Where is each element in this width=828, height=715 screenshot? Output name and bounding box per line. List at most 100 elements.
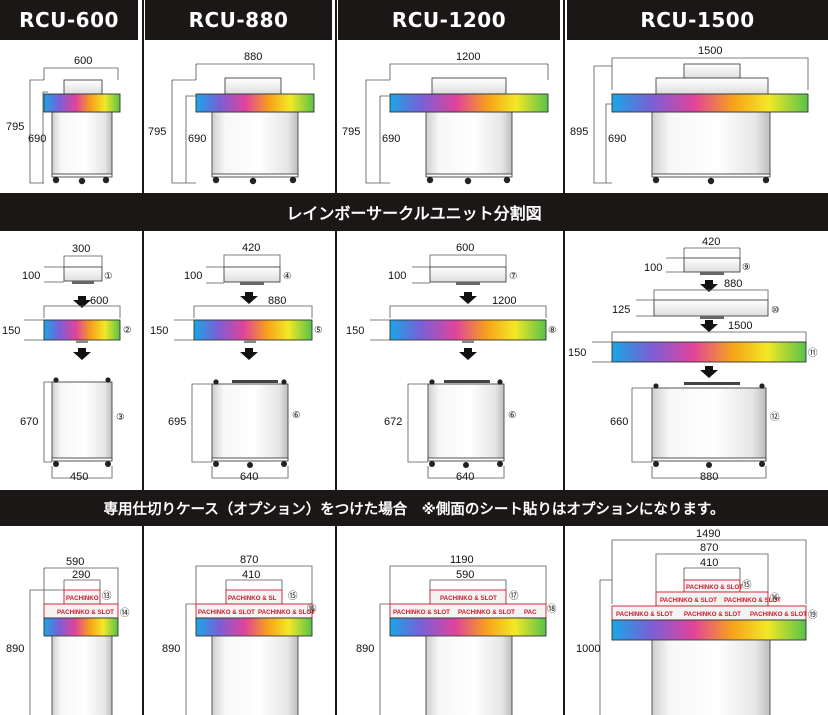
- caster-wheel: [105, 461, 111, 467]
- top-part-base: [240, 282, 264, 285]
- ring-width-label: 880: [268, 295, 286, 307]
- caster-wheel: [426, 176, 434, 184]
- total-height-label: 795: [6, 121, 24, 133]
- body-height-label: 695: [168, 416, 186, 428]
- top-bolt: [429, 379, 435, 385]
- part-number: ④: [283, 271, 292, 282]
- part-number: ⑥: [508, 410, 517, 421]
- case-sign-text: PACHINKO & SLOT: [57, 609, 114, 616]
- body-height-label: 690: [188, 133, 206, 145]
- ring-width-label: 1500: [728, 320, 752, 332]
- header-rcu-1200: RCU-1200: [338, 0, 560, 40]
- ring-height-label: 150: [150, 325, 168, 337]
- caster-wheel: [497, 461, 503, 467]
- caster-wheel: [212, 176, 220, 184]
- middle-part-base: [700, 316, 724, 319]
- cabinet-body: [651, 387, 767, 461]
- part-number: ①: [104, 271, 113, 282]
- caster-wheel: [503, 176, 511, 184]
- cabinet-body: [211, 111, 299, 177]
- outer-width-label: 1490: [696, 528, 720, 540]
- caster-wheel: [652, 176, 660, 184]
- outer-width-label: 1190: [450, 554, 474, 566]
- case-sign-text: PACHINKO & SLOT: [258, 609, 315, 616]
- part-number: ⑧: [548, 325, 557, 336]
- top-bolt: [213, 379, 219, 385]
- rainbow-ring: [389, 617, 547, 637]
- top-bolt: [105, 377, 111, 383]
- rainbow-ring: [43, 319, 121, 341]
- caster-wheel: [706, 462, 712, 468]
- caster-wheel: [707, 177, 715, 185]
- column-divider: [563, 0, 565, 715]
- height-label: 890: [356, 643, 374, 655]
- top-height-label: 100: [644, 262, 662, 274]
- case-sign-text: PACHINKO & SLOT: [750, 611, 807, 618]
- width-label: 1200: [456, 51, 480, 63]
- caster-wheel: [762, 176, 770, 184]
- top-part: [683, 257, 741, 273]
- case-sign-text: PACHINKO & SLOT: [660, 597, 717, 604]
- cabinet-body: [651, 111, 771, 177]
- caster-wheel: [213, 461, 219, 467]
- body-height-label: 672: [384, 416, 402, 428]
- turntable-plate: [684, 382, 740, 385]
- rcu-880-assembled: 880 795 690: [148, 51, 315, 185]
- top-width-label: 420: [702, 236, 720, 248]
- middle-cap: [655, 77, 769, 95]
- down-arrow: [459, 292, 477, 304]
- rcu-880-breakdown: 420 100 ④ 880 150 ⑤ 695 ⑥: [150, 242, 323, 483]
- caster-wheel: [249, 177, 257, 185]
- body-width-label: 880: [700, 471, 718, 483]
- width-label: 1500: [698, 45, 722, 57]
- base-rim: [651, 173, 771, 178]
- top-bolt: [759, 383, 765, 389]
- cabinet-body: [51, 111, 113, 177]
- top-cap: [683, 63, 741, 79]
- height-label: 890: [162, 643, 180, 655]
- down-arrow: [700, 320, 718, 332]
- top-bolt: [281, 379, 287, 385]
- inner-width-label: 410: [700, 557, 718, 569]
- cabinet-body: [425, 111, 513, 177]
- top-bolt: [653, 383, 659, 389]
- part-number: ②: [123, 325, 132, 336]
- body-height-label: 690: [608, 133, 626, 145]
- rainbow-ring: [389, 93, 549, 113]
- turntable-plate: [232, 380, 278, 383]
- rainbow-ring: [389, 319, 547, 341]
- part-number: ⑫: [770, 412, 780, 423]
- part-number: ⑪: [808, 348, 818, 359]
- ring-joint: [76, 340, 88, 343]
- rcu-600-with-case: 590 290 890 PACHINKO ⑬ PACHINKO & SLOT ⑭: [6, 556, 130, 715]
- rcu-1200-with-case: 1190 590 890 PACHINKO & SLOT ⑰ PACHINKO …: [356, 554, 557, 715]
- part-number: ⑯: [770, 593, 780, 604]
- top-part-base: [456, 282, 480, 285]
- case-sign-text: PAC: [524, 609, 537, 616]
- base-rim: [51, 173, 113, 178]
- part-number: ⑤: [314, 325, 323, 336]
- case-sign-text: PACHINKO & SLOT: [458, 609, 515, 616]
- down-arrow: [459, 348, 477, 360]
- part-number: ③: [116, 412, 125, 423]
- rainbow-ring: [43, 93, 121, 113]
- top-bolt: [53, 377, 59, 383]
- body-width-label: 640: [240, 471, 258, 483]
- part-number: ⑩: [771, 305, 780, 316]
- case-sign-text: PACHINKO & SLOT: [440, 595, 497, 602]
- rainbow-ring: [193, 319, 313, 341]
- top-part: [223, 266, 281, 283]
- top-width-label: 600: [456, 242, 474, 254]
- base-rim: [211, 457, 289, 462]
- base-rim: [425, 173, 513, 178]
- base-rim: [651, 457, 767, 462]
- ring-width-label: 1200: [492, 295, 516, 307]
- outer-width-label: 590: [66, 556, 84, 568]
- cabinet-body: [211, 383, 289, 461]
- top-height-label: 100: [184, 270, 202, 282]
- turntable-plate: [444, 380, 490, 383]
- ring-width-label: 600: [90, 295, 108, 307]
- unit-breakdown-banner: レインボーサークルユニット分割図: [0, 193, 828, 231]
- cabinet-body: [51, 381, 113, 461]
